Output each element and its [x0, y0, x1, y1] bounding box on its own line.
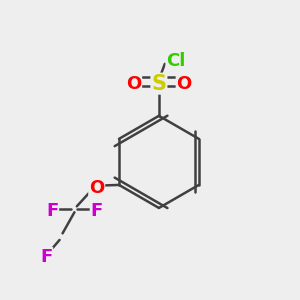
Text: S: S: [152, 74, 166, 94]
Text: F: F: [91, 202, 103, 220]
Text: F: F: [46, 202, 58, 220]
Text: O: O: [89, 179, 104, 197]
Text: Cl: Cl: [166, 52, 186, 70]
Text: F: F: [40, 248, 52, 266]
Text: O: O: [177, 75, 192, 93]
Text: O: O: [126, 75, 141, 93]
